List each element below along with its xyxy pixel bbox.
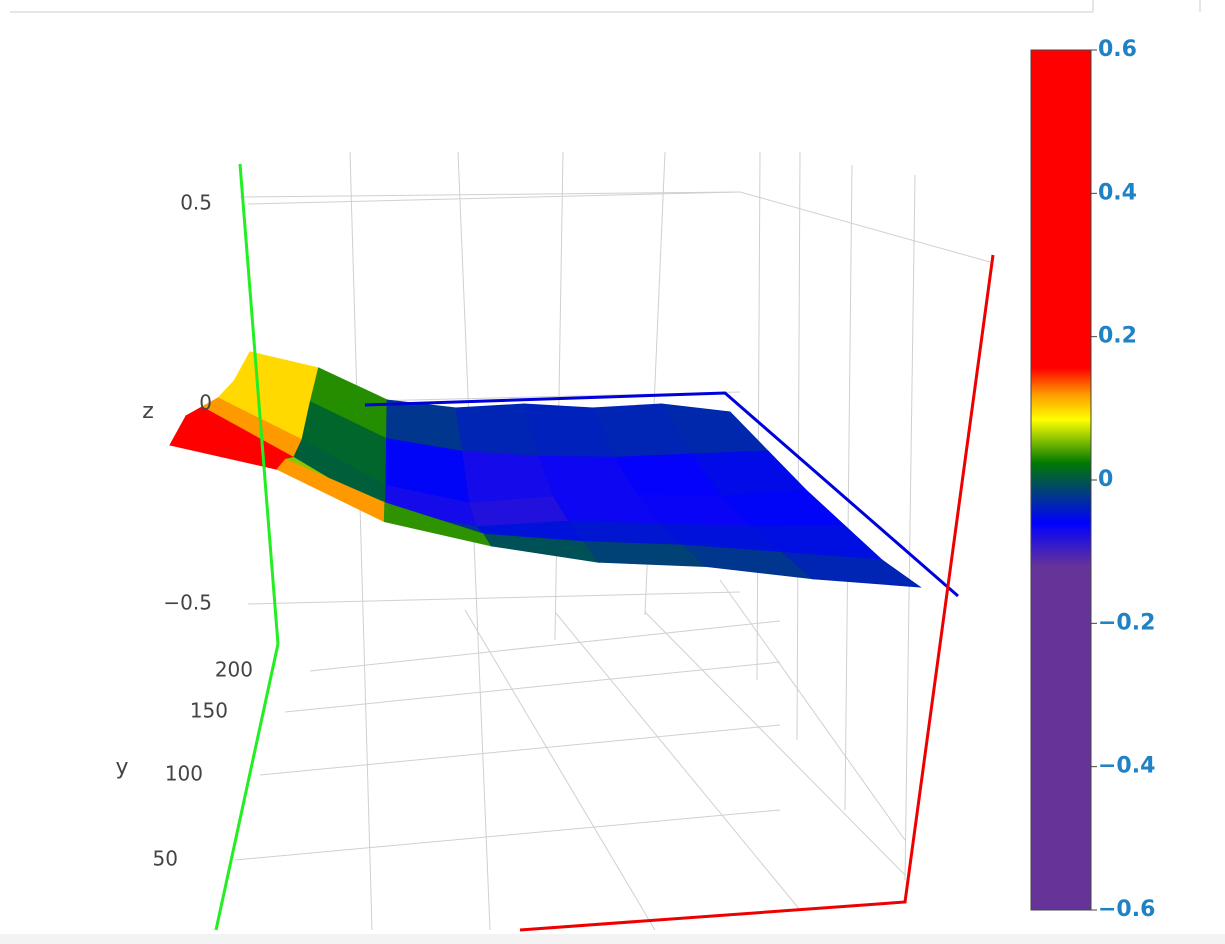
y-grid-line — [284, 661, 781, 713]
z-tick-label: 0 — [199, 391, 212, 415]
y-axis-label: y — [115, 755, 128, 780]
colorbar-tick-label: 0.6 — [1098, 37, 1137, 62]
y-tick-label: 50 — [153, 847, 178, 871]
axis-lines — [364, 254, 995, 932]
colorbar-tick-label: −0.2 — [1098, 610, 1155, 635]
colorbar-tick-label: −0.6 — [1098, 897, 1155, 922]
colorbar-tick-label: −0.4 — [1098, 754, 1155, 779]
colorbar-tick-label: 0.4 — [1098, 180, 1137, 205]
z-tick-label: 0.5 — [180, 191, 212, 215]
y-grid-line — [259, 724, 781, 776]
colorbar — [1030, 49, 1092, 911]
z-grid-line — [247, 591, 741, 605]
z-tick-label: −0.5 — [163, 591, 212, 615]
z-axis-line — [238, 163, 280, 645]
z-axis-label: z — [142, 399, 154, 424]
z-grid-line — [247, 191, 741, 205]
surface-cell — [781, 551, 922, 588]
surface — [169, 351, 922, 588]
y-tick-label: 150 — [190, 699, 228, 723]
y-grid-line — [309, 620, 781, 672]
wireframe — [234, 151, 991, 931]
colorbar-tick-label: 0.2 — [1098, 324, 1137, 349]
y-tick-label: 200 — [215, 658, 253, 682]
y-grid-line — [234, 809, 781, 861]
colorbar-tick-label: 0 — [1098, 467, 1113, 492]
y-tick-label: 100 — [165, 762, 203, 786]
y-axis-line — [214, 643, 280, 931]
